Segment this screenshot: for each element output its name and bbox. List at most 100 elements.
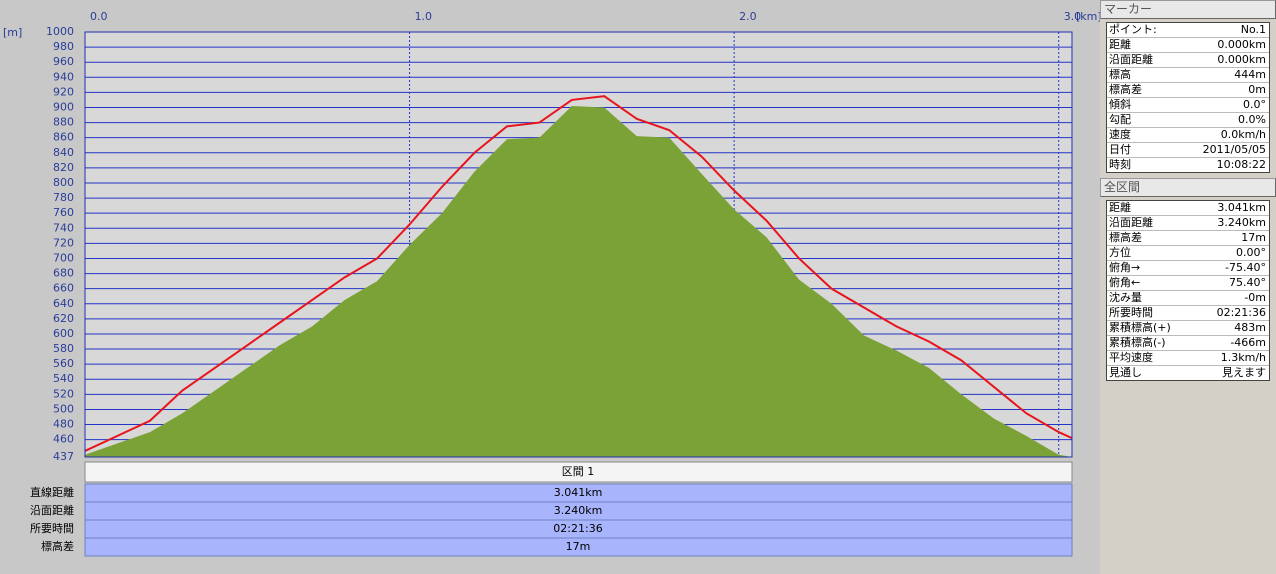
x-tick-label: 0.0 [90, 10, 108, 23]
info-value: 0.0km/h [1220, 128, 1266, 141]
y-tick-label: 1000 [46, 25, 74, 38]
info-row: 沿面距離 0.000km [1107, 53, 1269, 68]
info-label: 所要時間 [1109, 306, 1153, 319]
info-value: 444m [1234, 68, 1266, 81]
section-row-value: 3.240km [554, 504, 603, 517]
section-row-value: 3.041km [554, 486, 603, 499]
info-row: 累積標高(-) -466m [1107, 336, 1269, 351]
y-tick-label: 560 [53, 357, 74, 370]
info-row: 所要時間 02:21:36 [1107, 306, 1269, 321]
info-label: 距離 [1109, 38, 1131, 51]
info-value: 0.0% [1238, 113, 1266, 126]
info-label: 累積標高(-) [1109, 336, 1166, 349]
chart: [m] [km] 1000 980 960 940 920 900 880 860 840 820… [3, 10, 1100, 557]
info-value: 3.041km [1217, 201, 1266, 214]
plot-border [84, 31, 1073, 458]
y-tick-label: 880 [53, 116, 74, 129]
y-tick-label: 780 [53, 191, 74, 204]
info-label: 日付 [1109, 143, 1131, 156]
info-value: 見えます [1222, 366, 1266, 379]
x-unit: [km] [1076, 10, 1100, 23]
y-tick-label: 480 [53, 418, 74, 431]
total-title: 全区間 [1100, 178, 1276, 197]
y-tick-label: 520 [53, 387, 74, 400]
x-tick-label: 1.0 [415, 10, 433, 23]
info-value: 0.00° [1236, 246, 1266, 259]
y-tick-label: 600 [53, 327, 74, 340]
info-value: 483m [1234, 321, 1266, 334]
section-row-label: 直線距離 [30, 485, 74, 499]
marker-table: ポイント: No.1 距離 0.000km 沿面距離 0.000km 標高 444m 標高差 0m… [1106, 22, 1270, 173]
y-tick-label: 960 [53, 55, 74, 68]
info-value: 0.000km [1217, 38, 1266, 51]
side-panel: マーカー ポイント: No.1 距離 0.000km 沿面距離 0.000km 標高 444m… [1100, 0, 1276, 574]
y-tick-label: 840 [53, 146, 74, 159]
info-label: ポイント: [1109, 23, 1157, 36]
info-label: 俯角→ [1109, 261, 1141, 274]
info-row: ポイント: No.1 [1107, 23, 1269, 38]
section-row-label: 所要時間 [30, 522, 74, 535]
info-value: -466m [1230, 336, 1266, 349]
y-tick-label: 940 [53, 70, 74, 83]
info-row: 速度 0.0km/h [1107, 128, 1269, 143]
marks [84, 95, 1073, 457]
section-row-label: 標高差 [41, 539, 74, 553]
info-label: 標高 [1109, 68, 1131, 81]
info-row: 日付 2011/05/05 [1107, 143, 1269, 158]
info-row: 累積標高(+) 483m [1107, 321, 1269, 336]
info-row: 俯角← 75.40° [1107, 276, 1269, 291]
info-label: 俯角← [1109, 276, 1141, 289]
info-label: 方位 [1109, 246, 1131, 259]
y-unit: [m] [3, 26, 22, 39]
info-value: 02:21:36 [1216, 306, 1266, 319]
info-label: 標高差 [1109, 231, 1142, 244]
y-tick-label: 900 [53, 100, 74, 113]
info-value: No.1 [1240, 23, 1266, 36]
info-value: 10:08:22 [1216, 158, 1266, 171]
info-label: 平均速度 [1109, 351, 1153, 364]
section-header-bg [84, 461, 1073, 483]
y-tick-label: 980 [53, 40, 74, 53]
y-tick-label: 680 [53, 267, 74, 280]
info-row: 沿面距離 3.240km [1107, 216, 1269, 231]
total-table: 距離 3.041km 沿面距離 3.240km 標高差 17m 方位 0.00° 俯角→ -75.… [1106, 200, 1270, 381]
info-row: 標高差 17m [1107, 231, 1269, 246]
section-row-value: 02:21:36 [553, 522, 602, 535]
section-header: 区間 1 [562, 465, 595, 478]
info-row: 方位 0.00° [1107, 246, 1269, 261]
info-label: 沿面距離 [1109, 53, 1153, 66]
y-tick-label: 500 [53, 402, 74, 415]
y-tick-label: 720 [53, 236, 74, 249]
section-row-label: 沿面距離 [30, 503, 74, 517]
info-value: 75.40° [1229, 276, 1266, 289]
info-label: 速度 [1109, 128, 1131, 141]
y-tick-label: 580 [53, 342, 74, 355]
info-row: 標高 444m [1107, 68, 1269, 83]
info-label: 勾配 [1109, 113, 1131, 126]
info-row: 俯角→ -75.40° [1107, 261, 1269, 276]
elevation-area [85, 105, 1072, 457]
y-tick-label: 740 [53, 221, 74, 234]
y-tick-label: 437 [53, 450, 74, 463]
info-value: 3.240km [1217, 216, 1266, 229]
info-row: 見通し 見えます [1107, 366, 1269, 380]
y-tick-label: 700 [53, 251, 74, 264]
info-row: 沈み量 -0m [1107, 291, 1269, 306]
y-tick-label: 760 [53, 206, 74, 219]
y-tick-label: 540 [53, 372, 74, 385]
info-label: 傾斜 [1109, 98, 1131, 111]
info-row: 時刻 10:08:22 [1107, 158, 1269, 172]
info-row: 距離 0.000km [1107, 38, 1269, 53]
info-label: 距離 [1109, 201, 1131, 214]
info-row: 標高差 0m [1107, 83, 1269, 98]
y-tick-label: 920 [53, 85, 74, 98]
info-value: 1.3km/h [1220, 351, 1266, 364]
info-value: 0.0° [1243, 98, 1266, 111]
info-row: 傾斜 0.0° [1107, 98, 1269, 113]
y-tick-label: 820 [53, 161, 74, 174]
info-value: -0m [1244, 291, 1266, 304]
section-row-value: 17m [566, 540, 591, 553]
y-tick-label: 800 [53, 176, 74, 189]
